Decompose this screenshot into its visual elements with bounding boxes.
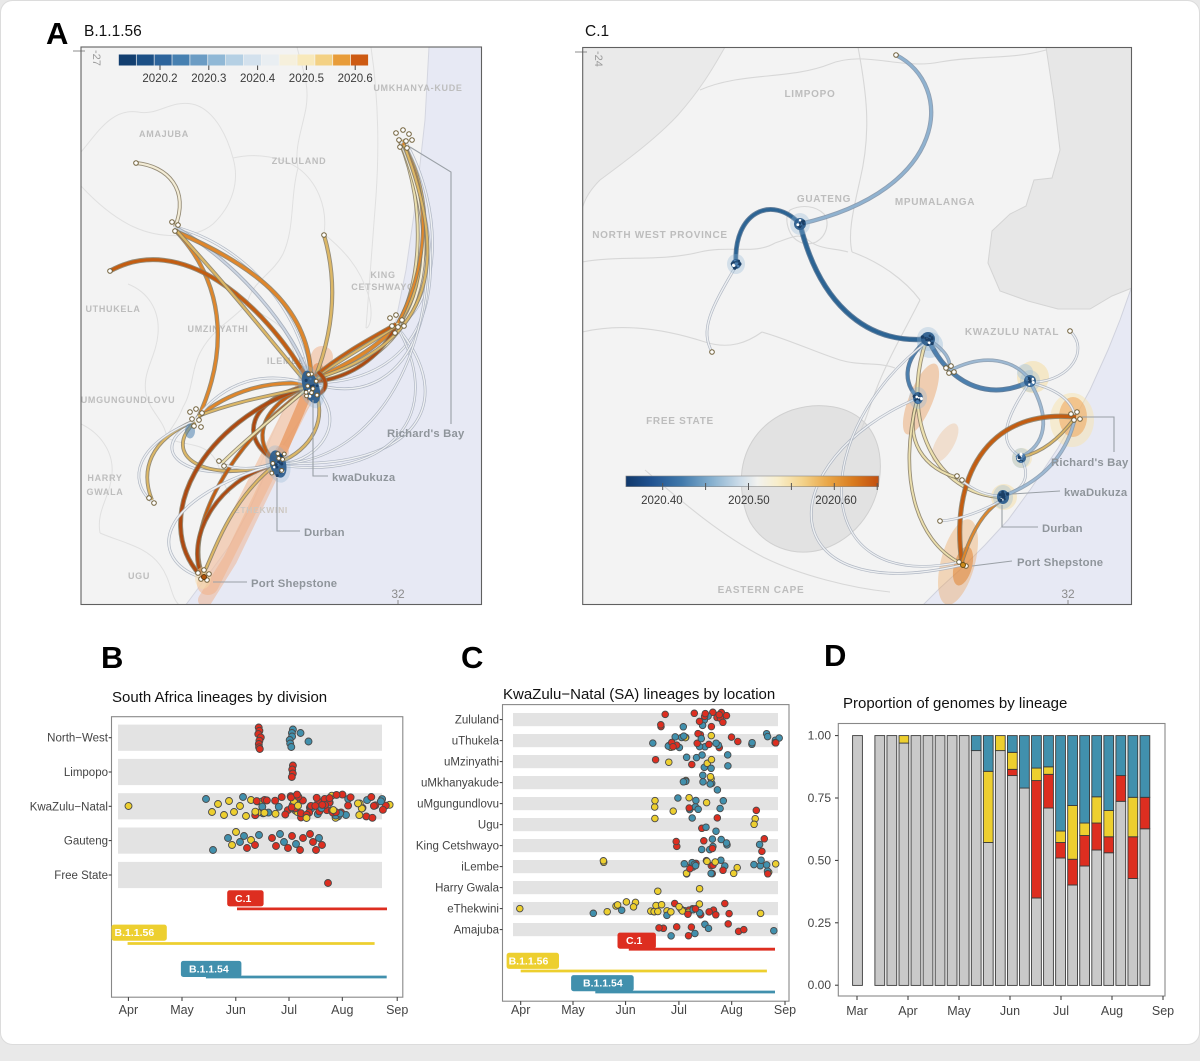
svg-text:0.75: 0.75	[808, 791, 832, 805]
svg-text:eThekwini: eThekwini	[447, 904, 499, 916]
svg-text:2020.50: 2020.50	[728, 495, 770, 507]
svg-text:Jun: Jun	[1000, 1004, 1020, 1018]
svg-text:CETSHWAYO: CETSHWAYO	[351, 282, 414, 292]
svg-text:North−West: North−West	[47, 733, 109, 745]
svg-text:ETHEKWINI: ETHEKWINI	[234, 505, 288, 515]
svg-text:C.1: C.1	[235, 893, 252, 905]
svg-text:2020.3: 2020.3	[191, 73, 226, 85]
svg-text:-24: -24	[592, 51, 604, 67]
svg-text:Proportion of genomes by linea: Proportion of genomes by lineage	[843, 695, 1067, 712]
svg-text:1.00: 1.00	[808, 729, 832, 743]
svg-text:2020.6: 2020.6	[338, 73, 373, 85]
svg-text:A: A	[46, 16, 68, 51]
svg-text:KWAZULU NATAL: KWAZULU NATAL	[965, 327, 1059, 338]
svg-text:2020.2: 2020.2	[142, 73, 177, 85]
svg-text:Aug: Aug	[1101, 1004, 1123, 1018]
svg-text:Durban: Durban	[1042, 523, 1083, 535]
svg-text:D: D	[824, 638, 846, 673]
svg-text:Aug: Aug	[331, 1003, 353, 1017]
svg-text:Durban: Durban	[304, 527, 345, 539]
svg-text:UMKHANYA-KUDE: UMKHANYA-KUDE	[373, 83, 462, 93]
svg-text:May: May	[947, 1004, 971, 1018]
svg-text:B.1.1.54: B.1.1.54	[583, 978, 623, 990]
svg-text:B.1.1.54: B.1.1.54	[189, 964, 229, 976]
svg-text:uThukela: uThukela	[452, 736, 500, 748]
svg-text:MPUMALANGA: MPUMALANGA	[895, 197, 975, 208]
svg-text:0.00: 0.00	[808, 978, 832, 992]
svg-text:2020.4: 2020.4	[240, 73, 276, 85]
svg-text:Jul: Jul	[281, 1003, 297, 1017]
svg-text:KwaZulu−Natal: KwaZulu−Natal	[30, 801, 108, 813]
svg-text:0.25: 0.25	[808, 916, 832, 930]
svg-text:-27: -27	[90, 50, 102, 66]
svg-text:uMzinyathi: uMzinyathi	[444, 757, 499, 769]
svg-text:UMGUNGUNDLOVU: UMGUNGUNDLOVU	[81, 395, 176, 405]
svg-text:kwaDukuza: kwaDukuza	[1064, 487, 1128, 499]
svg-text:GUATENG: GUATENG	[797, 194, 851, 205]
svg-text:Amajuba: Amajuba	[454, 925, 500, 937]
svg-text:B.1.1.56: B.1.1.56	[509, 955, 549, 967]
svg-text:Richard's Bay: Richard's Bay	[1051, 457, 1129, 469]
svg-text:2020.5: 2020.5	[289, 73, 324, 85]
svg-text:Free State: Free State	[54, 870, 108, 882]
svg-text:LIMPOPO: LIMPOPO	[784, 89, 835, 100]
svg-text:FREE STATE: FREE STATE	[646, 416, 714, 427]
svg-text:2020.40: 2020.40	[641, 495, 683, 507]
svg-text:Zululand: Zululand	[455, 715, 499, 727]
svg-text:May: May	[561, 1003, 585, 1017]
svg-text:kwaDukuza: kwaDukuza	[332, 472, 396, 484]
svg-text:Jul: Jul	[671, 1003, 687, 1017]
svg-text:Sep: Sep	[1152, 1004, 1174, 1018]
svg-text:GWALA: GWALA	[87, 487, 124, 497]
svg-text:32: 32	[391, 587, 405, 601]
svg-text:Ugu: Ugu	[478, 820, 499, 832]
svg-text:Gauteng: Gauteng	[64, 836, 108, 848]
svg-text:NORTH WEST PROVINCE: NORTH WEST PROVINCE	[592, 230, 728, 241]
svg-text:Jun: Jun	[616, 1003, 636, 1017]
svg-text:AMAJUBA: AMAJUBA	[139, 129, 189, 139]
svg-text:May: May	[170, 1003, 194, 1017]
svg-text:2020.60: 2020.60	[815, 495, 857, 507]
svg-text:Aug: Aug	[721, 1003, 743, 1017]
svg-text:0.50: 0.50	[808, 853, 832, 867]
svg-text:C.1: C.1	[585, 23, 609, 40]
svg-text:uMgungundlovu: uMgungundlovu	[417, 799, 499, 811]
svg-text:Sep: Sep	[386, 1003, 408, 1017]
svg-text:B.1.1.56: B.1.1.56	[115, 927, 155, 939]
svg-text:ILEMBE: ILEMBE	[267, 356, 305, 366]
svg-text:C.1: C.1	[626, 935, 643, 947]
svg-text:Apr: Apr	[511, 1003, 530, 1017]
svg-text:South Africa lineages by divis: South Africa lineages by division	[112, 689, 327, 706]
svg-text:ZULULAND: ZULULAND	[272, 156, 327, 166]
svg-text:Limpopo: Limpopo	[64, 767, 108, 779]
svg-text:Port Shepstone: Port Shepstone	[251, 578, 337, 590]
svg-text:KING: KING	[370, 270, 395, 280]
svg-text:Jun: Jun	[226, 1003, 246, 1017]
svg-text:Harry Gwala: Harry Gwala	[435, 883, 500, 895]
svg-text:B.1.1.56: B.1.1.56	[84, 23, 142, 40]
svg-text:iLembe: iLembe	[461, 862, 499, 874]
svg-text:Apr: Apr	[898, 1004, 917, 1018]
svg-text:EASTERN CAPE: EASTERN CAPE	[718, 585, 805, 596]
svg-text:32: 32	[1061, 587, 1075, 601]
svg-text:uMkhanyakude: uMkhanyakude	[421, 778, 499, 790]
svg-text:C: C	[461, 640, 483, 675]
svg-text:Jul: Jul	[1053, 1004, 1069, 1018]
svg-text:UGU: UGU	[128, 571, 150, 581]
svg-text:B: B	[101, 640, 123, 675]
svg-text:Sep: Sep	[774, 1003, 796, 1017]
svg-text:Port Shepstone: Port Shepstone	[1017, 557, 1103, 569]
svg-text:HARRY: HARRY	[87, 473, 122, 483]
svg-text:Mar: Mar	[846, 1004, 868, 1018]
svg-text:King Cetshwayo: King Cetshwayo	[416, 841, 499, 853]
svg-text:Apr: Apr	[119, 1003, 138, 1017]
svg-text:KwaZulu−Natal (SA) lineages by: KwaZulu−Natal (SA) lineages by location	[503, 686, 775, 703]
svg-text:UTHUKELA: UTHUKELA	[85, 304, 140, 314]
svg-text:Richard's Bay: Richard's Bay	[387, 428, 465, 440]
